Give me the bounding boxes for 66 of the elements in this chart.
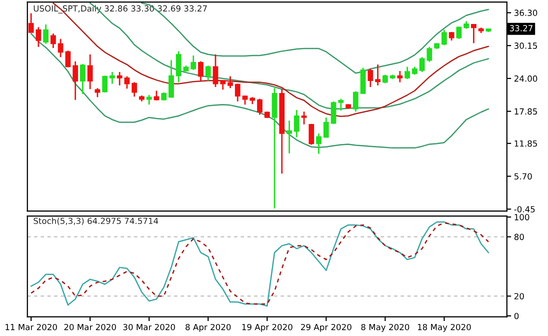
candlestick	[323, 116, 329, 138]
candlestick	[257, 98, 262, 116]
candlestick	[43, 24, 49, 44]
y-tick-label: 30.15	[514, 42, 537, 49]
candlestick	[87, 54, 93, 90]
candlestick	[308, 123, 314, 146]
candlestick	[154, 90, 160, 102]
candlestick	[242, 94, 248, 106]
candlestick	[65, 50, 71, 68]
candlestick	[368, 68, 374, 88]
candlestick	[294, 109, 300, 138]
chart-title: Stoch(5,3,3) 64.2975 74.5714	[34, 218, 158, 225]
candlestick	[28, 12, 34, 34]
candlestick	[146, 94, 152, 106]
y-tick-label: 0	[514, 312, 519, 320]
candlestick	[198, 60, 204, 82]
candlestick	[50, 32, 56, 49]
y-tick-label: 11.85	[514, 140, 537, 147]
y-tick-label: 36.30	[514, 10, 538, 16]
y-tick-label: 5.70	[514, 173, 532, 180]
x-tick-label: 11 Mar 2020	[6, 324, 57, 330]
candlestick	[110, 71, 115, 84]
x-tick-label: 29 Apr 2020	[301, 324, 352, 332]
candlestick	[116, 71, 122, 86]
candlestick	[404, 66, 410, 80]
y-tick-label: 100	[514, 214, 530, 220]
candlestick	[441, 29, 447, 46]
candlestick	[286, 120, 292, 154]
candlestick	[94, 87, 100, 98]
y-tick-label: 17.85	[514, 108, 537, 115]
candlestick	[58, 38, 64, 58]
candlestick	[72, 60, 78, 101]
x-tick-label: 8 Apr 2020	[186, 324, 231, 332]
candlestick	[132, 81, 138, 98]
candlestick	[456, 26, 462, 40]
x-tick-label: 8 May 2020	[361, 324, 410, 332]
text: 33.27	[510, 25, 532, 32]
candlestick	[190, 54, 196, 71]
x-tick-label: 30 Mar 2020	[123, 324, 175, 330]
candlestick	[397, 70, 403, 83]
candlestick	[338, 98, 344, 112]
candlestick	[124, 76, 130, 90]
y-tick-label: 80	[514, 234, 524, 240]
candlestick	[360, 67, 366, 95]
candlestick	[234, 83, 240, 102]
candlestick	[176, 50, 182, 83]
candlestick	[375, 64, 381, 86]
candlestick	[330, 100, 336, 125]
candlestick	[80, 63, 86, 95]
candlestick	[301, 110, 307, 126]
x-tick-label: 20 Mar 2020	[64, 324, 116, 330]
y-tick-label: 20	[514, 293, 524, 300]
x-tick-label: 18 May 2020	[418, 324, 471, 332]
candlestick	[168, 60, 174, 98]
x-tick-label: 19 Apr 2020	[242, 324, 292, 332]
y-tick-label: -0.45	[514, 206, 535, 212]
candlestick	[352, 90, 358, 112]
candlestick	[228, 76, 233, 89]
y-tick-label: 24.00	[514, 75, 538, 82]
candlestick	[316, 132, 322, 155]
candlestick	[470, 24, 476, 44]
candlestick	[102, 75, 108, 94]
candlestick	[220, 79, 226, 90]
candlestick	[36, 26, 42, 48]
candlestick	[205, 64, 211, 82]
candlestick	[212, 54, 218, 88]
